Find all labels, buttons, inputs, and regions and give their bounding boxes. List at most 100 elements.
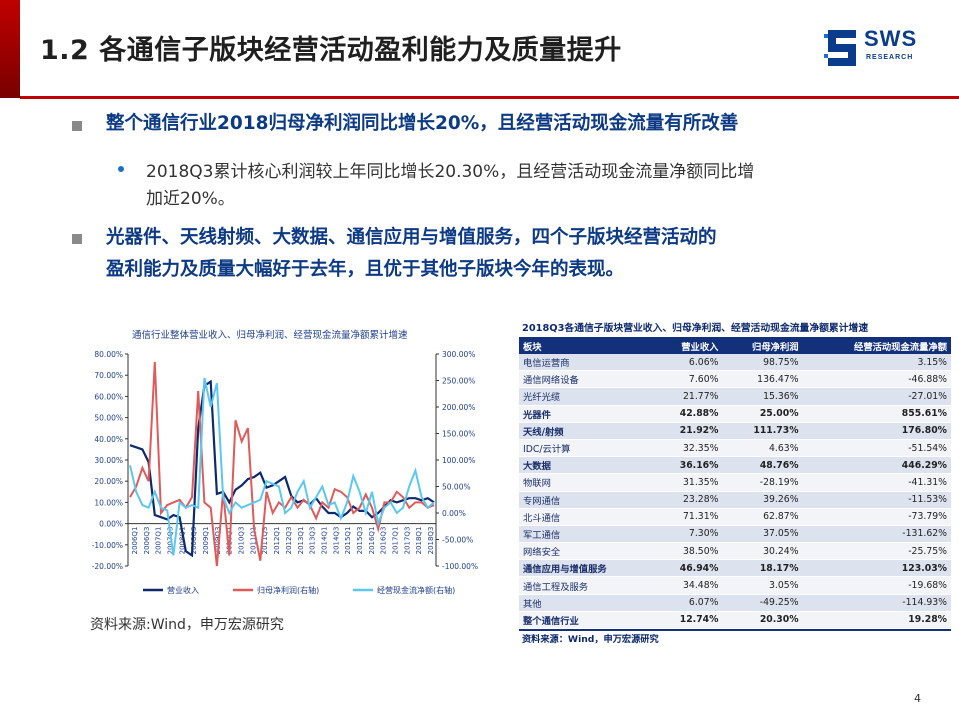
right-tick-label: -50.00% xyxy=(442,536,473,545)
title-divider xyxy=(20,96,959,99)
logo-text: SWS xyxy=(864,26,918,51)
bullet-dot-icon xyxy=(118,166,124,172)
x-tick-label: 2009Q1 xyxy=(202,527,210,555)
revenue-cell: 21.77% xyxy=(653,387,723,406)
cashflow-cell: 123.03% xyxy=(802,559,951,578)
right-tick-label: 300.00% xyxy=(442,350,475,359)
x-tick-label: 2015Q1 xyxy=(344,527,352,555)
net-profit-cell: 98.75% xyxy=(722,354,803,372)
revenue-cell: 23.28% xyxy=(653,491,723,509)
page-title: 1.2 各通信子版块经营活动盈利能力及质量提升 xyxy=(40,35,622,66)
cashflow-cell: -19.68% xyxy=(802,576,951,595)
revenue-cell: 32.35% xyxy=(653,439,723,458)
x-tick-label: 2014Q3 xyxy=(332,527,340,555)
cashflow-cell: 855.61% xyxy=(802,405,951,423)
segment-cell: 网络安全 xyxy=(519,542,654,561)
net-profit-cell: 62.87% xyxy=(722,508,803,526)
cashflow-cell: 446.29% xyxy=(802,456,951,475)
legend-label: 营业收入 xyxy=(167,585,199,595)
chart-title: 通信行业整体营业收入、归母净利润、经营现金流量净额累计增速 xyxy=(132,330,408,341)
table-source-divider xyxy=(519,629,951,631)
table-source: 资料来源：Wind，申万宏源研究 xyxy=(522,634,659,645)
table-row: 通信工程及服务 34.48% 3.05% -19.68% xyxy=(519,576,951,595)
revenue-cell: 21.92% xyxy=(653,422,723,440)
cashflow-cell: -46.88% xyxy=(802,370,951,389)
cashflow-cell: -131.62% xyxy=(802,525,951,544)
right-tick-label: 150.00% xyxy=(442,430,475,439)
x-tick-label: 2017Q1 xyxy=(391,527,399,555)
right-tick-label: 100.00% xyxy=(442,456,475,465)
segment-cell: 物联网 xyxy=(519,473,654,492)
bullet-2-line-1: 光器件、天线射频、大数据、通信应用与增值服务，四个子版块经营活动的 xyxy=(106,227,717,248)
left-tick-label: 10.00% xyxy=(94,498,123,507)
sws-logo-mark-icon xyxy=(824,30,856,66)
x-tick-label: 2015Q3 xyxy=(356,527,364,555)
left-tick-label: 50.00% xyxy=(94,414,123,423)
bullet-square-icon xyxy=(72,121,82,131)
left-tick-label: 0.00% xyxy=(99,520,123,529)
left-tick-label: -10.00% xyxy=(92,541,123,550)
segment-cell: 通信网络设备 xyxy=(519,370,654,389)
table-row: 网络安全 38.50% 30.24% -25.75% xyxy=(519,542,951,561)
table-row: 其他 6.07% -49.25% -114.93% xyxy=(519,594,951,612)
cashflow-cell: -41.31% xyxy=(802,473,951,492)
segment-cell: 光纤光缆 xyxy=(519,387,654,406)
cashflow-cell: 176.80% xyxy=(802,422,951,440)
segment-growth-table: 板块 营业收入 归母净利润 经营活动现金流量净额 电信运营商 6.06% 98.75… xyxy=(519,337,951,630)
right-tick-label: 250.00% xyxy=(442,377,475,386)
x-tick-label: 2006Q1 xyxy=(131,527,139,555)
x-tick-label: 2011Q1 xyxy=(249,527,257,555)
sws-logo: SWS RESEARCH xyxy=(822,24,940,72)
segment-cell: 光器件 xyxy=(519,405,654,423)
table-row: 物联网 31.35% -28.19% -41.31% xyxy=(519,473,951,492)
net-profit-cell: 25.00% xyxy=(722,405,803,423)
revenue-cell: 71.31% xyxy=(653,508,723,526)
cashflow-cell: -27.01% xyxy=(802,387,951,406)
right-tick-label: 200.00% xyxy=(442,403,475,412)
revenue-cell: 42.88% xyxy=(653,405,723,423)
right-tick-label: 50.00% xyxy=(442,483,471,492)
x-tick-label: 2009Q3 xyxy=(214,527,222,555)
net-profit-cell: 15.36% xyxy=(722,387,803,406)
series-line xyxy=(129,361,435,567)
revenue-cell: 38.50% xyxy=(653,542,723,561)
sub-bullet-line-1: 2018Q3累计核心利润较上年同比增长20.30%，且经营活动现金流量净额同比增 xyxy=(146,162,755,182)
segment-cell: 专网通信 xyxy=(519,491,654,509)
left-tick-label: 80.00% xyxy=(94,350,123,359)
revenue-cell: 31.35% xyxy=(653,473,723,492)
legend-label: 归母净利润(右轴) xyxy=(257,585,319,595)
x-tick-label: 2006Q3 xyxy=(143,527,151,555)
revenue-cell: 7.30% xyxy=(653,525,723,544)
x-tick-label: 2012Q1 xyxy=(273,527,281,555)
x-tick-label: 2007Q1 xyxy=(155,527,163,555)
segment-cell: 电信运营商 xyxy=(519,354,654,372)
x-tick-label: 2014Q1 xyxy=(320,527,328,555)
revenue-cell: 34.48% xyxy=(653,576,723,595)
left-tick-label: 20.00% xyxy=(94,477,123,486)
x-tick-label: 2012Q3 xyxy=(285,527,293,555)
revenue-cell: 6.07% xyxy=(653,594,723,612)
segment-cell: 北斗通信 xyxy=(519,508,654,526)
logo-subtext: RESEARCH xyxy=(866,54,914,61)
net-profit-cell: 3.05% xyxy=(722,576,803,595)
net-profit-cell: 30.24% xyxy=(722,542,803,561)
net-profit-cell: 37.05% xyxy=(722,525,803,544)
header-net-profit: 归母净利润 xyxy=(722,337,803,354)
x-tick-label: 2010Q3 xyxy=(238,527,246,555)
segment-cell: 整个通信行业 xyxy=(519,611,654,630)
x-tick-label: 2018Q1 xyxy=(415,527,423,555)
x-tick-label: 2016Q1 xyxy=(368,527,376,555)
right-tick-label: 0.00% xyxy=(442,509,466,518)
cashflow-cell: -73.79% xyxy=(802,508,951,526)
net-profit-cell: 39.26% xyxy=(722,491,803,509)
left-tick-label: 40.00% xyxy=(94,435,123,444)
revenue-cell: 6.06% xyxy=(653,354,723,372)
table-row: 电信运营商 6.06% 98.75% 3.15% xyxy=(519,354,951,372)
bullet-1: 整个通信行业2018归母净利润同比增长20%，且经营活动现金流量有所改善 xyxy=(106,113,739,134)
left-tick-label: 60.00% xyxy=(94,392,123,401)
cashflow-cell: -114.93% xyxy=(802,594,951,612)
net-profit-cell: 48.76% xyxy=(722,456,803,475)
x-tick-label: 2013Q3 xyxy=(309,527,317,555)
segment-cell: 军工通信 xyxy=(519,525,654,544)
table-row: 军工通信 7.30% 37.05% -131.62% xyxy=(519,525,951,544)
